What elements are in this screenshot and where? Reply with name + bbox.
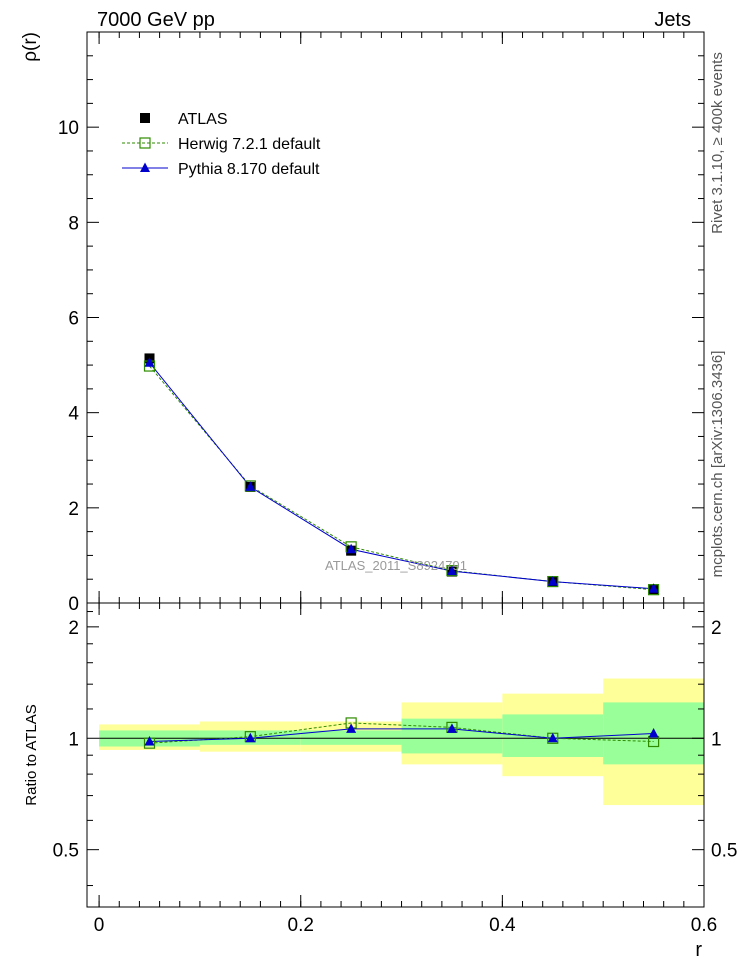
plot-title-left: 7000 GeV pp — [97, 9, 215, 31]
ratio-ylabel: Ratio to ATLAS — [23, 704, 40, 805]
ratio-xtick-label: 0.2 — [288, 915, 314, 936]
legend-marker-2 — [140, 162, 150, 172]
ratio-panel: 0.5 0.5 1 1 2 2 0 0.2 0.4 0.6 Ratio to ATLAS r — [23, 602, 737, 961]
main-ytick-label: 6 — [68, 309, 79, 330]
ratio-ytick-label: 1 — [68, 729, 79, 750]
x-axis-label: r — [695, 939, 702, 961]
main-ytick-label: 2 — [68, 499, 79, 520]
main-ytick-label: 4 — [68, 404, 79, 425]
main-series-line-2 — [149, 362, 654, 590]
ratio-xtick-label: 0 — [94, 915, 105, 936]
ratio-plot-area — [99, 678, 704, 806]
legend-marker-0 — [140, 113, 150, 123]
main-ytick-label: 10 — [58, 118, 79, 139]
ratio-point-s1-3 — [446, 723, 457, 733]
rivet-label: Rivet 3.1.10, ≥ 400k events — [709, 52, 726, 234]
main-point-s1-1 — [244, 480, 256, 492]
ratio-ytick-label-right: 2 — [711, 618, 722, 639]
legend-label-2: Pythia 8.170 default — [178, 161, 320, 178]
main-point-s2-0 — [144, 357, 155, 367]
ratio-point-s1-5 — [648, 728, 659, 738]
legend: ATLAS Herwig 7.2.1 default Pythia 8.170 de… — [122, 111, 321, 178]
ratio-point-s1-4 — [547, 732, 558, 743]
ratio-xtick-label: 0.6 — [691, 915, 717, 936]
legend-label-0: ATLAS — [178, 111, 228, 128]
ratio-ytick-label: 0.5 — [53, 841, 79, 862]
main-y-ticks: 0 2 4 6 8 10 — [58, 32, 705, 615]
ratio-point-s1-2 — [346, 723, 357, 733]
ratio-ytick-label-right: 1 — [711, 729, 722, 750]
main-ylabel: ρ(r) — [20, 32, 41, 62]
plot-title-right: Jets — [654, 9, 691, 31]
ratio-band-inner — [300, 730, 402, 745]
main-point-s2-1 — [245, 481, 256, 491]
main-ytick-label: 8 — [68, 213, 79, 234]
main-point-s2-3 — [446, 565, 457, 576]
ratio-ytick-label: 2 — [68, 618, 79, 639]
ratio-series-line-1 — [149, 728, 654, 743]
ratio-series-line-0 — [149, 722, 654, 744]
legend-marker-1 — [139, 137, 151, 149]
mcplots-label: mcplots.cern.ch [arXiv:1306.3436] — [709, 351, 726, 578]
ratio-point-s1-0 — [144, 736, 155, 746]
ratio-ticks: 0.5 0.5 1 1 2 2 0 0.2 0.4 0.6 — [53, 603, 737, 936]
main-series-line-1 — [149, 365, 654, 591]
main-ytick-label: 0 — [68, 594, 79, 615]
main-panel: 0 2 4 6 8 10 ρ(r) ATLAS_2011_S8924791 ATLAS He… — [20, 31, 705, 615]
main-point-s2-5 — [648, 583, 659, 593]
ratio-ytick-label-right: 0.5 — [711, 841, 737, 862]
legend-label-1: Herwig 7.2.1 default — [178, 136, 321, 153]
main-plot-area — [143, 353, 660, 596]
ratio-point-s1-1 — [245, 732, 256, 743]
main-point-s2-2 — [346, 543, 357, 554]
ratio-xtick-label: 0.4 — [489, 915, 516, 936]
main-point-s2-4 — [547, 576, 558, 586]
watermark: ATLAS_2011_S8924791 — [325, 558, 467, 573]
